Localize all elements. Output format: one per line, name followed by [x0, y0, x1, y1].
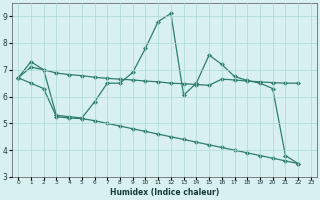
X-axis label: Humidex (Indice chaleur): Humidex (Indice chaleur): [110, 188, 219, 197]
